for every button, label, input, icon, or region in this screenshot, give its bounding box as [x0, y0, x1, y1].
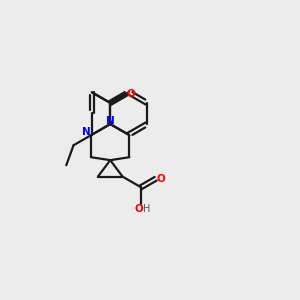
Text: N: N — [82, 127, 91, 137]
Text: O: O — [157, 174, 165, 184]
Text: H: H — [143, 204, 151, 214]
Text: O: O — [134, 204, 143, 214]
Text: O: O — [127, 89, 136, 99]
Text: N: N — [106, 116, 115, 126]
